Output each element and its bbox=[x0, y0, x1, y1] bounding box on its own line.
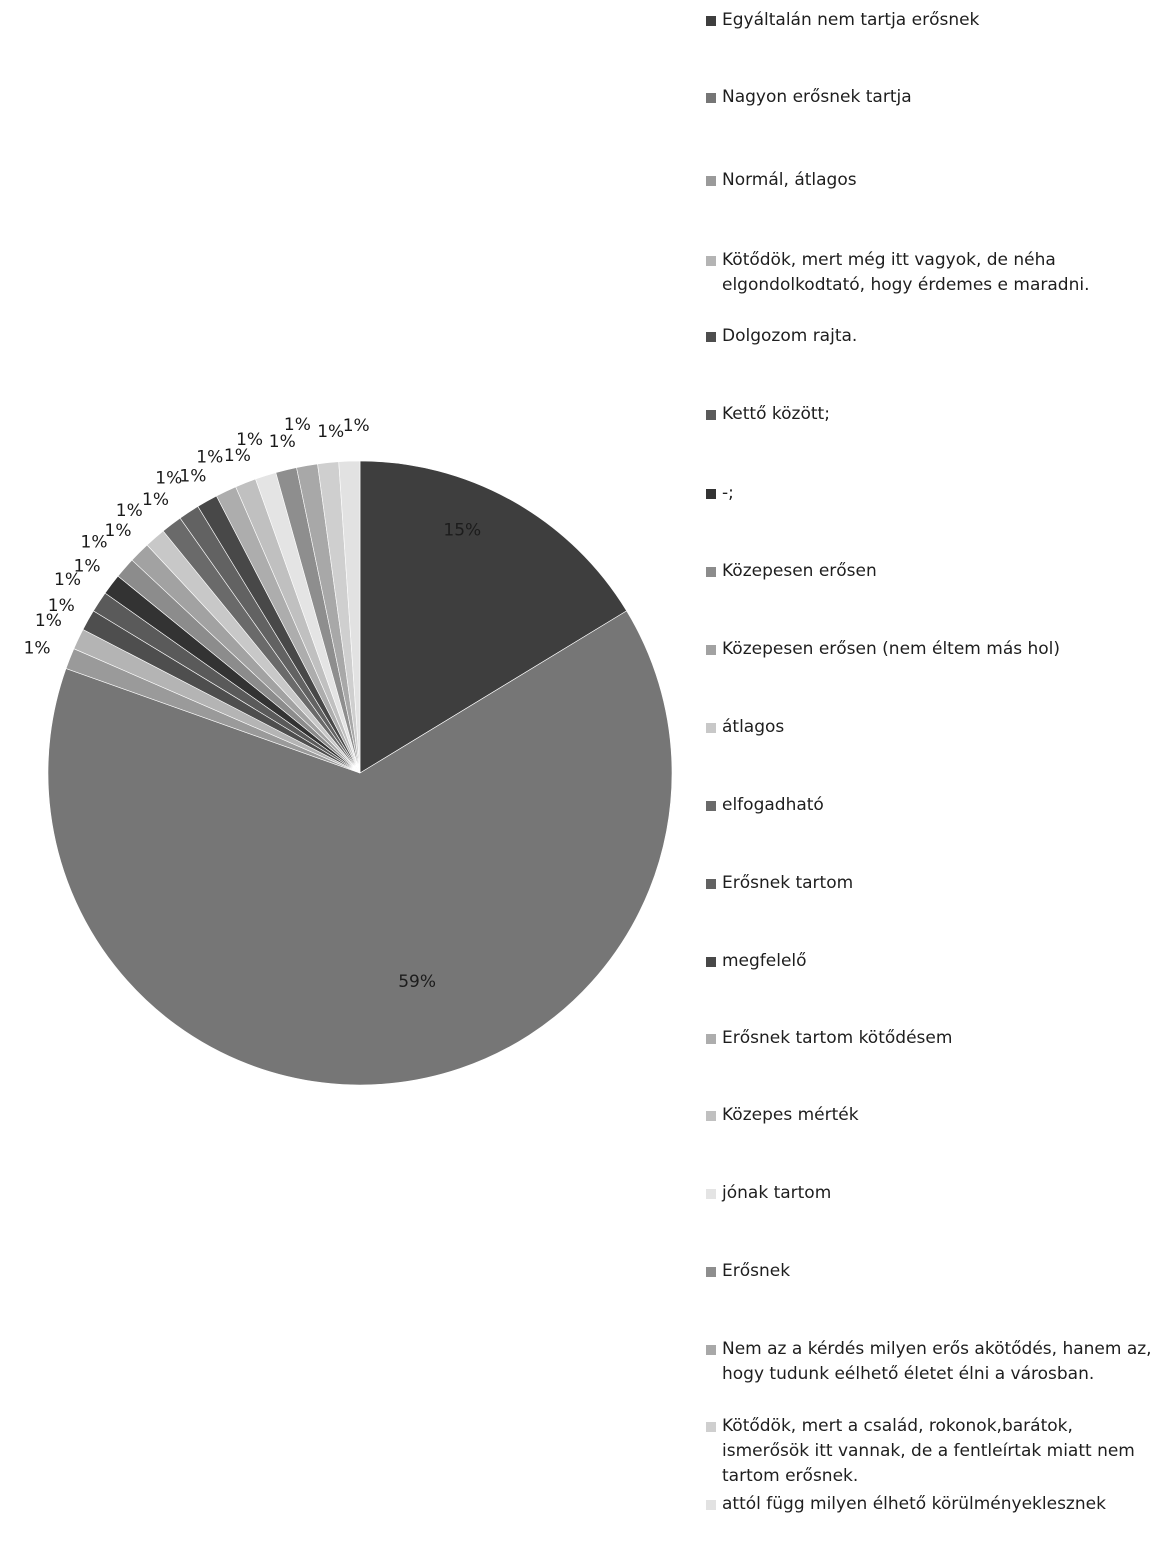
legend-swatch bbox=[706, 1345, 716, 1355]
legend-swatch bbox=[706, 1422, 716, 1432]
legend-item: átlagos bbox=[706, 715, 784, 740]
legend-item: -; bbox=[706, 481, 734, 506]
legend-label: Erősnek tartom kötődésem bbox=[722, 1028, 953, 1048]
legend-swatch bbox=[706, 93, 716, 103]
legend-swatch bbox=[706, 256, 716, 266]
pie-slice-label: 1% bbox=[74, 557, 101, 577]
legend-swatch bbox=[706, 332, 716, 342]
legend-swatch bbox=[706, 410, 716, 420]
legend-item: Erősnek tartom bbox=[706, 871, 853, 896]
legend-swatch bbox=[706, 16, 716, 26]
legend-swatch bbox=[706, 879, 716, 889]
pie-slice-label: 1% bbox=[81, 532, 108, 552]
legend-swatch bbox=[706, 645, 716, 655]
legend-item: Kötődök, mert a család, rokonok,barátok,… bbox=[706, 1414, 1135, 1489]
pie-slice-label: 1% bbox=[236, 430, 263, 450]
legend-label: megfelelő bbox=[722, 951, 807, 971]
pie-slice-label: 1% bbox=[24, 638, 51, 658]
pie-slice-label: 1% bbox=[35, 611, 62, 631]
legend-swatch bbox=[706, 176, 716, 186]
legend-item: Közepes mérték bbox=[706, 1103, 859, 1128]
legend-label: Közepesen erősen (nem éltem más hol) bbox=[722, 639, 1061, 659]
pie-slice bbox=[338, 460, 361, 774]
legend-swatch bbox=[706, 1034, 716, 1044]
legend-label: Nem az a kérdés milyen erős akötődés, ha… bbox=[722, 1339, 1152, 1384]
legend-label: -; bbox=[722, 483, 734, 503]
legend-item: megfelelő bbox=[706, 949, 807, 974]
legend-label: jónak tartom bbox=[722, 1183, 832, 1203]
legend-item: Erősnek tartom kötődésem bbox=[706, 1026, 952, 1051]
pie-slice-label: 1% bbox=[343, 416, 370, 436]
pie-slice-label: 1% bbox=[142, 490, 169, 510]
legend-swatch bbox=[706, 801, 716, 811]
legend-label: Normál, átlagos bbox=[722, 170, 857, 190]
legend-swatch bbox=[706, 567, 716, 577]
legend-swatch bbox=[706, 1189, 716, 1199]
pie-slice-label: 1% bbox=[105, 521, 132, 541]
legend-label: Erősnek bbox=[722, 1261, 791, 1281]
pie-slice-label: 1% bbox=[54, 570, 81, 590]
pie-slice-label: 1% bbox=[196, 447, 223, 467]
legend-swatch bbox=[706, 1500, 716, 1510]
legend-item: jónak tartom bbox=[706, 1181, 831, 1206]
pie-slice-label: 1% bbox=[224, 446, 251, 466]
pie-data-labels: 15%59%1%1%1%1%1%1%1%1%1%1%1%1% 1%1% 1%1% 1%… bbox=[24, 415, 482, 992]
legend-swatch bbox=[706, 1111, 716, 1121]
legend-item: Egyáltalán nem tartja erősnek bbox=[706, 8, 979, 33]
pie-slices bbox=[47, 460, 673, 1086]
legend-item: Erősnek bbox=[706, 1259, 790, 1284]
pie-slice-label: 59% bbox=[398, 972, 436, 992]
legend-item: Kötődök, mert még itt vagyok, de néha el… bbox=[706, 248, 1166, 298]
pie-slice-label: 1% bbox=[116, 501, 143, 521]
legend-label: Dolgozom rajta. bbox=[722, 326, 858, 346]
legend-item: Nem az a kérdés milyen erős akötődés, ha… bbox=[706, 1337, 1152, 1387]
pie-slice bbox=[359, 460, 627, 774]
pie-slice-label: 1% bbox=[317, 422, 344, 442]
legend-label: Kötődök, mert a család, rokonok,barátok,… bbox=[722, 1416, 1135, 1486]
legend-item: Kettő között; bbox=[706, 402, 830, 427]
legend-swatch bbox=[706, 489, 716, 499]
legend-item: Normál, átlagos bbox=[706, 168, 857, 193]
legend-label: Erősnek tartom bbox=[722, 873, 854, 893]
legend-item: Dolgozom rajta. bbox=[706, 324, 857, 349]
pie-slice-label: 1% bbox=[48, 596, 75, 616]
pie-slice-label: 1% bbox=[284, 415, 311, 435]
legend-swatch bbox=[706, 1267, 716, 1277]
legend-label: Közepes mérték bbox=[722, 1105, 859, 1125]
legend-item: Nagyon erősnek tartja bbox=[706, 85, 912, 110]
legend-label: Kettő között; bbox=[722, 404, 830, 424]
legend-label: átlagos bbox=[722, 717, 785, 737]
legend-label: attól függ milyen élhető körülményeklesz… bbox=[722, 1494, 1106, 1514]
pie-slice-label: 1% bbox=[179, 466, 206, 486]
legend-swatch bbox=[706, 723, 716, 733]
legend-item: attól függ milyen élhető körülményeklesz… bbox=[706, 1492, 1106, 1517]
legend-label: Egyáltalán nem tartja erősnek bbox=[722, 10, 980, 30]
legend-item: Közepesen erősen bbox=[706, 559, 877, 584]
legend-label: Kötődök, mert még itt vagyok, de néha el… bbox=[722, 250, 1090, 295]
pie-slice-label: 1% bbox=[155, 469, 182, 489]
legend-label: Nagyon erősnek tartja bbox=[722, 87, 912, 107]
legend-item: elfogadható bbox=[706, 793, 824, 818]
pie-slice-label: 15% bbox=[443, 520, 481, 540]
legend-label: elfogadható bbox=[722, 795, 824, 815]
pie-slice bbox=[47, 610, 673, 1086]
legend-swatch bbox=[706, 957, 716, 967]
legend-item: Közepesen erősen (nem éltem más hol) bbox=[706, 637, 1060, 662]
pie-slice-label: 1% bbox=[269, 432, 296, 452]
legend-label: Közepesen erősen bbox=[722, 561, 877, 581]
